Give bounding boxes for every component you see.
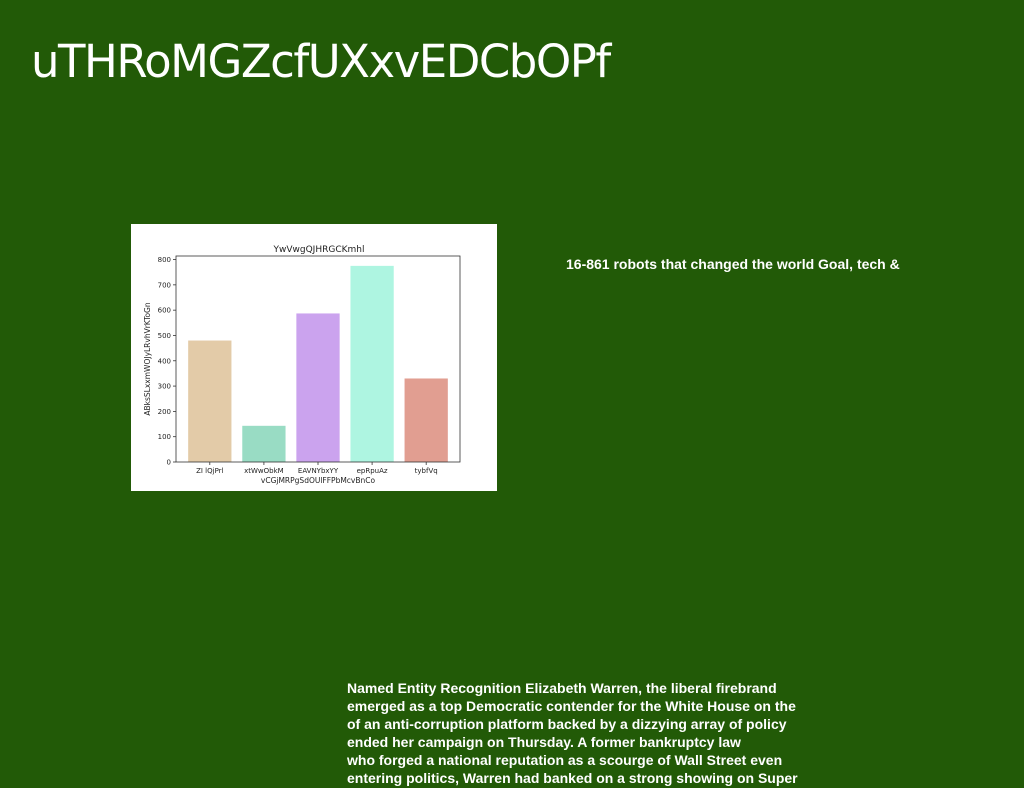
x-axis-ticks: ZI lQjPrl xtWwObkM EAVNYbxYY epRpuAz tybfVq bbox=[196, 462, 438, 475]
y-tick-label: 700 bbox=[158, 281, 171, 289]
y-axis-label: ABksSLxxmWOJyLRvhVrKToGn bbox=[143, 302, 152, 415]
x-tick-label: epRpuAz bbox=[357, 467, 388, 475]
y-tick-label: 600 bbox=[158, 307, 171, 315]
x-tick-label: EAVNYbxYY bbox=[298, 467, 339, 475]
y-tick-label: 500 bbox=[158, 332, 171, 340]
bar bbox=[404, 378, 448, 462]
page-title: uTHRoMGZcfUXxvEDCbOPf bbox=[31, 35, 611, 88]
side-note: 16-861 robots that changed the world Goa… bbox=[566, 256, 900, 272]
bar bbox=[242, 425, 286, 462]
article-line: Named Entity Recognition Elizabeth Warre… bbox=[347, 680, 777, 696]
article-line: entering politics, Warren had banked on … bbox=[347, 770, 798, 786]
article-line: of an anti-corruption platform backed by… bbox=[347, 716, 787, 732]
article-line: emerged as a top Democratic contender fo… bbox=[347, 698, 796, 714]
bar bbox=[296, 313, 340, 462]
y-tick-label: 400 bbox=[158, 357, 171, 365]
article-line: who forged a national reputation as a sc… bbox=[347, 752, 783, 768]
bar-chart-svg: YwVwgQJHRGCKmhl 0 100 200 300 400 500 600 700 80… bbox=[143, 245, 461, 485]
article-text: Named Entity Recognition Elizabeth Warre… bbox=[347, 679, 917, 787]
x-tick-label: xtWwObkM bbox=[244, 467, 284, 475]
bars bbox=[188, 265, 448, 462]
bar-chart: YwVwgQJHRGCKmhl 0 100 200 300 400 500 600 700 80… bbox=[131, 224, 497, 491]
y-tick-label: 800 bbox=[158, 256, 171, 264]
x-tick-label: tybfVq bbox=[415, 467, 438, 475]
y-tick-label: 200 bbox=[158, 408, 171, 416]
x-tick-label: ZI lQjPrl bbox=[196, 467, 223, 475]
x-axis-label: vCGjMRPgSdOUlFFPbMcvBnCo bbox=[261, 476, 376, 485]
plot-frame bbox=[175, 255, 461, 463]
y-tick-label: 0 bbox=[167, 459, 171, 467]
bar bbox=[350, 265, 394, 462]
chart-title: YwVwgQJHRGCKmhl bbox=[273, 245, 365, 255]
y-axis-ticks: 0 100 200 300 400 500 600 700 800 bbox=[158, 256, 176, 467]
bar bbox=[188, 340, 232, 462]
article-line: ended her campaign on Thursday. A former… bbox=[347, 734, 741, 750]
y-tick-label: 100 bbox=[158, 433, 171, 441]
y-tick-label: 300 bbox=[158, 383, 171, 391]
